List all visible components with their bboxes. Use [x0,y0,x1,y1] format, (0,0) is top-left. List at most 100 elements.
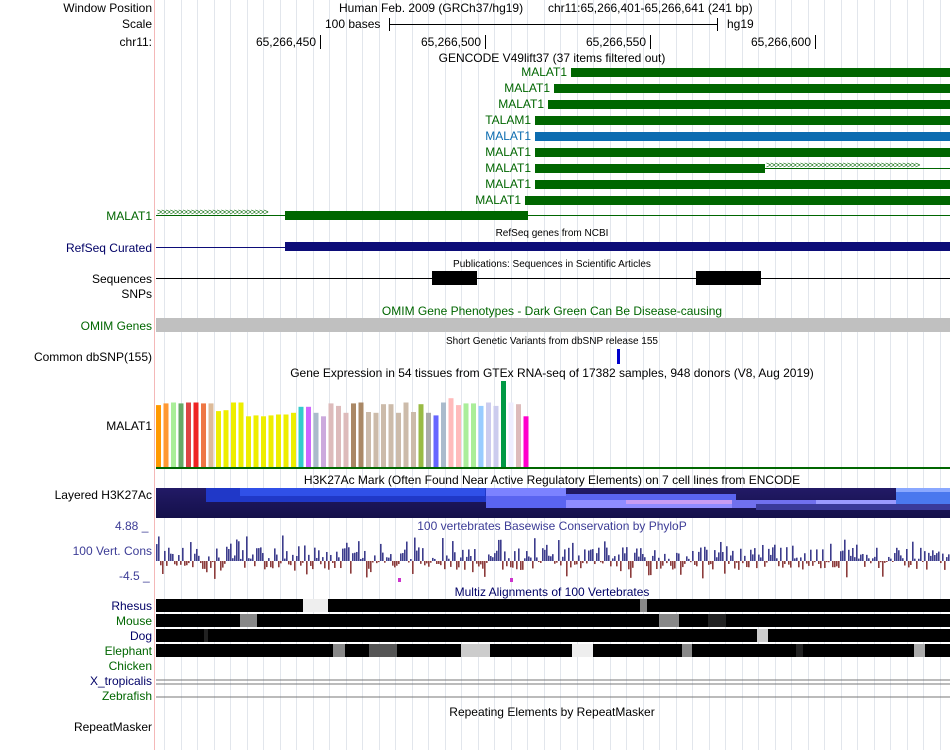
refseq-label[interactable]: RefSeq Curated [65,241,152,255]
conservation-bar [928,552,930,561]
transcript-exon[interactable] [535,132,950,141]
transcript-label[interactable]: MALAT1 [485,129,531,143]
transcript-label[interactable]: MALAT1 [521,65,567,79]
conservation-bar [560,561,562,566]
publication-match[interactable] [696,271,761,285]
conservation-bar [162,561,164,574]
conservation-bar [858,558,860,561]
conservation-bar [166,561,168,566]
dbsnp-label[interactable]: Common dbSNP(155) [33,350,152,364]
conservation-bar [516,561,518,570]
gtex-label[interactable]: MALAT1 [106,419,152,433]
transcript-intron[interactable] [765,168,950,169]
conservation-bar [494,553,496,561]
conservation-bar [648,561,650,576]
transcript-exon[interactable] [535,116,950,125]
conservation-bar [930,555,932,561]
transcript-label[interactable]: MALAT1 [485,145,531,159]
conservation-bar [456,561,458,570]
conservation-bar [618,554,620,561]
multiz-block [692,614,708,627]
transcript-exon[interactable] [571,68,950,77]
conservation-bar [642,553,644,561]
multiz-block [705,629,725,642]
transcript-exon[interactable] [535,148,950,157]
transcript-exon[interactable] [285,211,528,220]
conservation-bar [678,553,680,561]
conservation-bar [252,554,254,561]
conservation-bar [726,546,728,561]
species-label-zebrafish[interactable]: Zebrafish [101,689,152,703]
snps-label[interactable]: SNPs [121,287,152,301]
ruler-tick [815,35,816,49]
species-label-elephant[interactable]: Elephant [104,644,152,658]
conservation-bar [158,536,160,561]
refseq-intron[interactable] [156,247,285,248]
omim-bar[interactable] [156,318,950,332]
species-label-x-tropicalis[interactable]: X_tropicalis [89,674,152,688]
multiz-block [682,644,692,657]
conservation-bar [564,549,566,561]
transcript-exon[interactable] [548,100,950,109]
conservation-bar [668,558,670,561]
transcript-label[interactable]: MALAT1 [475,193,521,207]
multiz-block [204,629,208,642]
grid-line [494,0,495,750]
grid-line [412,0,413,750]
multiz-block [689,629,705,642]
conservation-bar [364,550,366,561]
species-label-chicken[interactable]: Chicken [108,659,152,673]
conservation-bar [716,557,718,561]
multiz-block [303,599,328,612]
conservation-bar [510,561,512,568]
conservation-bar [782,561,784,568]
species-label-rhesus[interactable]: Rhesus [111,599,152,613]
dbsnp-variant[interactable] [617,349,620,364]
conservation-bar [944,561,946,570]
conservation-bar [942,553,944,561]
conservation-bar [740,548,742,561]
conservation-bar [670,561,672,566]
publication-match[interactable] [432,271,477,285]
transcript-intron[interactable] [528,215,950,216]
conservation-label[interactable]: 100 Vert. Cons [72,544,152,558]
transcript-exon[interactable] [554,84,950,93]
multiz-block [407,599,424,612]
gtex-tissue-bar [178,403,184,467]
transcript-label[interactable]: MALAT1 [498,97,544,111]
publications-label[interactable]: Sequences [91,272,152,286]
species-label-mouse[interactable]: Mouse [115,614,152,628]
transcript-exon[interactable] [535,180,950,189]
gencode-left-label[interactable]: MALAT1 [106,209,152,223]
multiz-block [711,644,730,657]
transcript-exon[interactable] [535,164,765,173]
transcript-label[interactable]: MALAT1 [485,161,531,175]
transcript-intron[interactable] [156,215,285,216]
conservation-bar [720,541,722,561]
gtex-tissue-bar [193,402,199,467]
multiz-block [240,614,257,627]
db-label: hg19 [727,17,754,31]
conservation-bar [846,561,848,578]
omim-label[interactable]: OMIM Genes [80,319,152,333]
conservation-bar [626,547,628,561]
repeatmasker-label[interactable]: RepeatMasker [73,720,152,734]
conservation-bar [796,557,798,561]
conservation-bar [610,561,612,567]
transcript-label[interactable]: MALAT1 [504,81,550,95]
h3k27ac-label[interactable]: Layered H3K27Ac [54,488,152,502]
conservation-bar [608,555,610,561]
conservation-bar [924,551,926,561]
conservation-bar [722,552,724,561]
conservation-bar [184,561,186,566]
conservation-bar [712,561,714,570]
transcript-label[interactable]: TALAM1 [485,113,531,127]
transcript-label[interactable]: MALAT1 [485,177,531,191]
conservation-bar [164,550,166,561]
transcript-exon[interactable] [525,196,950,205]
species-label-dog[interactable]: Dog [129,629,152,643]
refseq-exon[interactable] [285,242,950,251]
h3k27ac-signal[interactable] [156,488,950,518]
multiz-block [766,644,796,657]
